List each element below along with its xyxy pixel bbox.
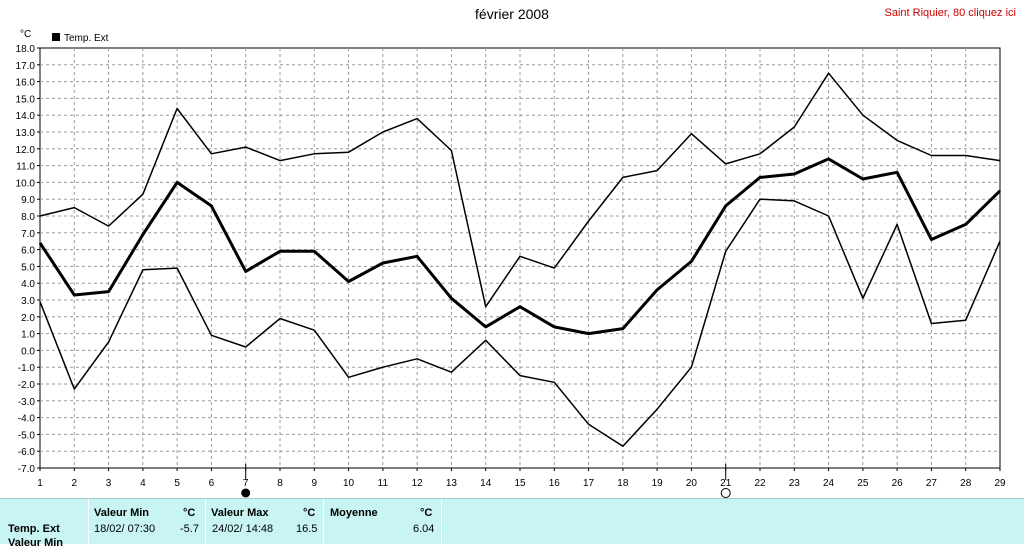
- y-tick-label: 11.0: [16, 162, 35, 173]
- max-date: 24/02/ 14:48: [212, 523, 274, 535]
- x-tick-label: 15: [514, 478, 526, 489]
- max-unit: °C: [303, 507, 316, 519]
- x-tick-label: 29: [994, 478, 1006, 489]
- temperature-chart: 18.017.016.015.014.013.012.011.010.09.08…: [16, 29, 1006, 498]
- y-tick-label: -6.0: [18, 447, 36, 458]
- y-tick-label: -2.0: [18, 380, 36, 391]
- row-label-2: Valeur Min: [8, 537, 64, 549]
- legend-swatch: [52, 33, 60, 41]
- y-tick-label: 2.0: [21, 313, 35, 324]
- series-max-line: [39, 72, 1001, 308]
- y-tick-label: 8.0: [21, 212, 35, 223]
- x-tick-label: 25: [857, 478, 869, 489]
- y-tick-label: 17.0: [16, 61, 36, 72]
- y-tick-label: 12.0: [16, 145, 36, 156]
- x-tick-label: 12: [412, 478, 424, 489]
- y-tick-label: 9.0: [21, 195, 35, 206]
- y-tick-label: 10.0: [16, 178, 36, 189]
- x-tick-label: 11: [378, 478, 389, 489]
- y-tick-label: 0.0: [21, 346, 35, 357]
- y-tick-label: 7.0: [21, 229, 35, 240]
- y-tick-label: 6.0: [21, 246, 35, 257]
- row-label: Temp. Ext: [8, 523, 60, 535]
- new-moon-icon: [241, 488, 251, 498]
- legend-label: Temp. Ext: [64, 33, 109, 44]
- x-tick-label: 8: [277, 478, 283, 489]
- x-tick-label: 5: [174, 478, 180, 489]
- x-tick-label: 13: [446, 478, 458, 489]
- full-moon-icon: [720, 488, 731, 498]
- min-date: 18/02/ 07:30: [94, 523, 156, 535]
- x-tick-label: 23: [789, 478, 801, 489]
- y-axis-label: °C: [20, 29, 31, 40]
- avg-unit: °C: [420, 507, 433, 519]
- x-tick-label: 24: [823, 478, 835, 489]
- x-tick-label: 1: [37, 478, 43, 489]
- x-tick-label: 6: [209, 478, 215, 489]
- min-header: Valeur Min: [94, 507, 150, 519]
- x-tick-label: 10: [343, 478, 355, 489]
- y-tick-label: -7.0: [18, 464, 36, 475]
- chart-title: février 2008: [475, 6, 549, 22]
- x-tick-label: 2: [72, 478, 78, 489]
- stats-panel: Valeur Min °C Valeur Max °C Moyenne °C T…: [0, 498, 1024, 549]
- y-tick-label: 14.0: [16, 111, 36, 122]
- x-tick-label: 18: [617, 478, 629, 489]
- x-tick-label: 14: [480, 478, 492, 489]
- avg-header: Moyenne: [330, 507, 378, 519]
- x-tick-label: 7: [243, 478, 249, 489]
- y-tick-label: 18.0: [16, 44, 36, 55]
- site-link[interactable]: Saint Riquier, 80 cliquez ici: [884, 7, 1016, 19]
- x-tick-label: 19: [652, 478, 664, 489]
- y-tick-label: 5.0: [21, 262, 35, 273]
- y-tick-label: 15.0: [16, 94, 36, 105]
- series-min-line: [39, 198, 1001, 447]
- max-header: Valeur Max: [211, 507, 269, 519]
- x-tick-label: 26: [892, 478, 904, 489]
- x-tick-label: 4: [140, 478, 146, 489]
- y-tick-label: -4.0: [18, 414, 36, 425]
- x-tick-label: 21: [720, 478, 732, 489]
- max-value: 16.5: [296, 523, 318, 535]
- x-tick-label: 9: [312, 478, 318, 489]
- x-tick-label: 22: [754, 478, 766, 489]
- x-tick-label: 3: [106, 478, 112, 489]
- x-tick-label: 27: [926, 478, 938, 489]
- y-tick-label: -5.0: [18, 430, 36, 441]
- y-tick-label: -3.0: [18, 397, 36, 408]
- x-tick-label: 16: [549, 478, 561, 489]
- y-tick-label: 1.0: [21, 330, 35, 341]
- x-tick-label: 20: [686, 478, 698, 489]
- x-tick-label: 28: [960, 478, 972, 489]
- y-tick-label: 13.0: [16, 128, 36, 139]
- min-value: -5.7: [180, 523, 199, 535]
- y-tick-label: 4.0: [21, 279, 35, 290]
- series-mean-line: [38, 157, 1002, 336]
- y-tick-label: 16.0: [16, 78, 36, 89]
- y-tick-label: -1.0: [18, 363, 36, 374]
- x-tick-label: 17: [583, 478, 595, 489]
- min-unit: °C: [183, 507, 196, 519]
- y-tick-label: 3.0: [21, 296, 35, 307]
- avg-value: 6.04: [413, 523, 435, 535]
